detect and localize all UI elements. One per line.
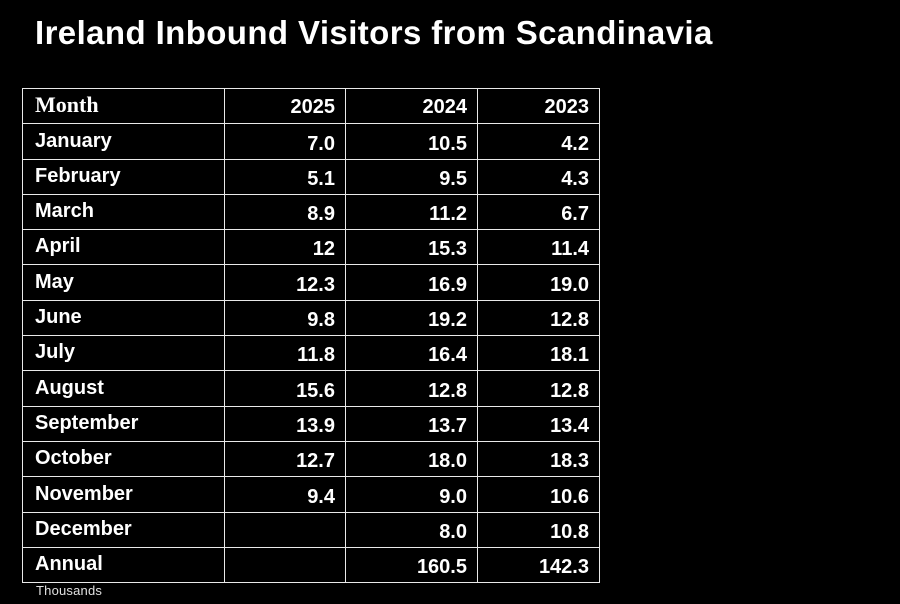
units-footnote: Thousands [36,583,103,598]
value-cell: 19.2 [345,299,478,337]
value-cell: 9.0 [345,476,478,513]
month-label: November [22,476,225,513]
row-february: February 5.1 9.5 4.3 [22,158,600,195]
month-label: April [22,229,225,266]
visitors-table: Month 2025 2024 2023 January 7.0 10.5 4.2 Febru… [22,87,600,584]
row-march: March 8.9 11.2 6.7 [22,193,600,231]
value-cell: 160.5 [345,546,478,584]
value-cell: 5.1 [224,158,346,195]
row-august: August 15.6 12.8 12.8 [22,370,600,407]
value-cell: 7.0 [224,123,346,160]
header-row: Month 2025 2024 2023 [22,87,600,125]
value-cell: 18.0 [345,440,478,478]
month-label: Annual [22,546,225,584]
row-january: January 7.0 10.5 4.2 [22,123,600,160]
value-cell [224,546,346,584]
month-label: May [22,264,225,301]
value-cell: 10.5 [345,123,478,160]
value-cell: 4.2 [477,123,600,160]
value-cell: 12 [224,229,346,266]
value-cell: 8.9 [224,193,346,231]
value-cell: 13.4 [477,405,600,442]
value-cell: 4.3 [477,158,600,195]
row-october: October 12.7 18.0 18.3 [22,440,600,478]
month-label: July [22,335,225,372]
month-label: March [22,193,225,231]
value-cell: 15.3 [345,229,478,266]
month-label: August [22,370,225,407]
page-title: Ireland Inbound Visitors from Scandinavi… [35,14,713,51]
value-cell: 10.6 [477,476,600,513]
row-april: April 12 15.3 11.4 [22,229,600,266]
value-cell: 9.8 [224,299,346,337]
value-cell: 12.8 [477,370,600,407]
row-may: May 12.3 16.9 19.0 [22,264,600,301]
column-header-month: Month [22,87,225,125]
value-cell: 12.3 [224,264,346,301]
month-label: February [22,158,225,195]
row-november: November 9.4 9.0 10.6 [22,476,600,513]
month-label: October [22,440,225,478]
month-label: June [22,299,225,337]
value-cell: 12.7 [224,440,346,478]
month-label: September [22,405,225,442]
month-label: December [22,511,225,548]
value-cell: 19.0 [477,264,600,301]
table-body: January 7.0 10.5 4.2 February 5.1 9.5 4.3 March 8… [22,123,600,584]
column-header-2024: 2024 [345,87,478,125]
value-cell: 11.2 [345,193,478,231]
value-cell: 9.5 [345,158,478,195]
month-label: January [22,123,225,160]
value-cell: 6.7 [477,193,600,231]
table-header: Month 2025 2024 2023 [22,87,600,125]
row-annual: Annual 160.5 142.3 [22,546,600,584]
value-cell [224,511,346,548]
row-june: June 9.8 19.2 12.8 [22,299,600,337]
value-cell: 18.3 [477,440,600,478]
value-cell: 12.8 [477,299,600,337]
row-december: December 8.0 10.8 [22,511,600,548]
value-cell: 10.8 [477,511,600,548]
value-cell: 15.6 [224,370,346,407]
value-cell: 8.0 [345,511,478,548]
value-cell: 11.4 [477,229,600,266]
value-cell: 16.9 [345,264,478,301]
row-september: September 13.9 13.7 13.4 [22,405,600,442]
column-header-2025: 2025 [224,87,346,125]
value-cell: 12.8 [345,370,478,407]
value-cell: 13.9 [224,405,346,442]
value-cell: 18.1 [477,335,600,372]
value-cell: 11.8 [224,335,346,372]
row-july: July 11.8 16.4 18.1 [22,335,600,372]
value-cell: 16.4 [345,335,478,372]
value-cell: 142.3 [477,546,600,584]
column-header-2023: 2023 [477,87,600,125]
value-cell: 13.7 [345,405,478,442]
value-cell: 9.4 [224,476,346,513]
